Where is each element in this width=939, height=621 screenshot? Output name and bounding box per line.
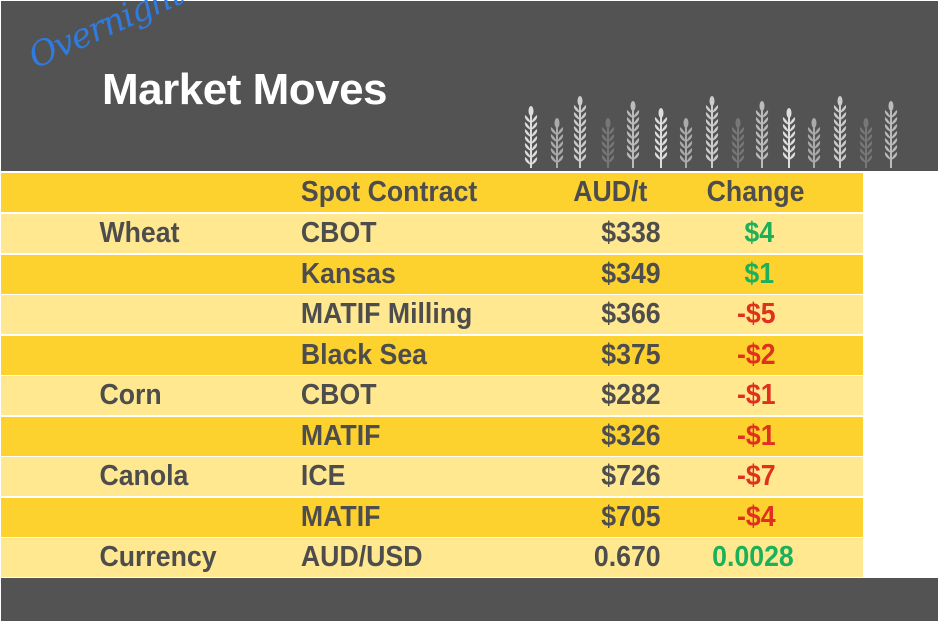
table-header-row: Spot Contract AUD/t Change: [1, 173, 864, 212]
wheat-stalk-icon: [573, 96, 587, 168]
table-row: MATIF $326 -$1: [1, 416, 864, 456]
wheat-stalk-icon: [654, 108, 668, 168]
price-cell: $326: [601, 419, 661, 452]
change-cell: -$2: [737, 338, 776, 371]
change-cell: -$1: [737, 379, 776, 411]
wheat-stalks-icon: [524, 96, 898, 168]
footer-bar: [1, 578, 938, 621]
header-aud-t: AUD/t: [573, 176, 648, 208]
wheat-stalk-icon: [601, 118, 615, 168]
wheat-stalk-icon: [679, 118, 693, 168]
table-row: Black Sea $375 -$2: [1, 335, 864, 375]
change-cell: 0.0028: [712, 541, 794, 573]
page-title: Market Moves: [102, 65, 388, 114]
table-row: Wheat CBOT $338 $4: [1, 214, 864, 253]
wheat-stalk-icon: [731, 118, 745, 168]
table-row: Kansas $349 $1: [1, 254, 864, 294]
wheat-stalk-icon: [884, 101, 898, 168]
wheat-stalk-icon: [782, 108, 796, 168]
commodity-cell: Wheat: [99, 217, 180, 249]
wheat-stalk-icon: [833, 96, 847, 168]
table-row: Corn CBOT $282 -$1: [1, 376, 864, 415]
price-cell: $705: [601, 500, 661, 533]
wheat-stalk-icon: [705, 96, 719, 168]
table-row: Canola ICE $726 -$7: [1, 457, 864, 496]
change-cell: -$5: [737, 298, 776, 330]
contract-cell: Black Sea: [300, 338, 428, 371]
commodity-cell: Currency: [99, 541, 217, 573]
price-cell: $366: [601, 298, 661, 330]
contract-cell: MATIF Milling: [300, 298, 473, 330]
header-change: Change: [706, 176, 805, 208]
contract-cell: MATIF: [300, 419, 381, 452]
contract-cell: MATIF: [300, 500, 381, 533]
table-row: MATIF Milling $366 -$5: [1, 295, 864, 334]
change-cell: -$7: [737, 460, 776, 492]
contract-cell: ICE: [300, 460, 346, 492]
table-row: Currency AUD/USD 0.670 0.0028: [1, 538, 864, 577]
table-row: MATIF $705 -$4: [1, 497, 864, 537]
price-cell: $375: [601, 338, 661, 371]
change-cell: $1: [744, 257, 775, 290]
price-cell: $282: [601, 379, 661, 411]
contract-cell: Kansas: [300, 257, 396, 290]
header-spot-contract: Spot Contract: [300, 176, 478, 208]
change-cell: -$1: [737, 419, 776, 452]
wheat-stalk-icon: [550, 118, 564, 168]
contract-cell: AUD/USD: [300, 541, 423, 573]
contract-cell: CBOT: [300, 379, 377, 411]
price-cell: $338: [601, 217, 661, 249]
wheat-stalk-icon: [524, 106, 538, 168]
change-cell: -$4: [737, 500, 776, 533]
price-cell: 0.670: [593, 541, 661, 573]
contract-cell: CBOT: [300, 217, 377, 249]
wheat-stalk-icon: [626, 101, 640, 168]
commodity-cell: Corn: [99, 379, 162, 411]
commodity-cell: Canola: [99, 460, 189, 492]
price-cell: $726: [601, 460, 661, 492]
wheat-stalk-icon: [859, 118, 873, 168]
change-cell: $4: [744, 217, 775, 249]
price-cell: $349: [601, 257, 661, 290]
wheat-stalk-icon: [755, 101, 769, 168]
wheat-stalk-icon: [807, 118, 821, 168]
header-banner: Market Moves Overnight: [1, 0, 938, 171]
